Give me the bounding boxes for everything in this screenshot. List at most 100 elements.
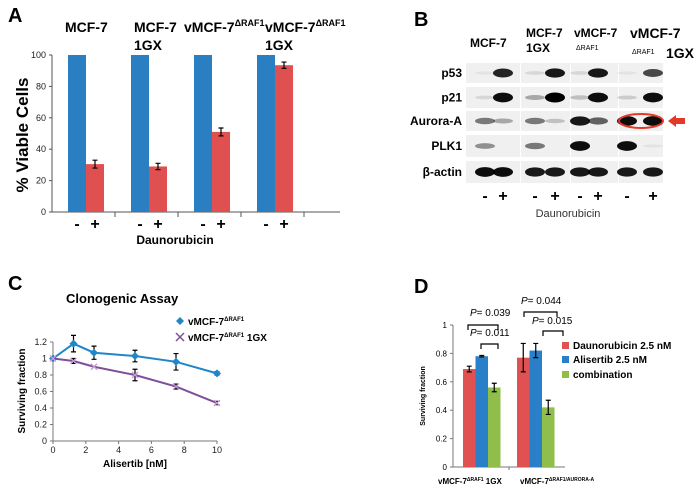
blot-header-1: MCF-7 [470,36,507,50]
bar-daunorubicin [463,369,476,467]
data-point-x [49,355,57,362]
legend-swatch-daunorubicin [562,342,569,349]
data-point-x [70,357,77,365]
treatment-sign: + [90,216,99,233]
bar-alisertib [475,356,488,467]
protein-band [617,167,637,177]
significance-bracket-4 [542,330,564,336]
data-point-diamond [131,352,139,361]
treatment-sign: - [137,216,142,233]
protein-band [570,71,590,75]
panel-label-b: B [414,9,428,31]
error-bar [545,399,551,416]
y-tick-label: 0 [42,436,47,446]
data-point-x [213,399,221,407]
blot-strip [619,87,663,108]
protein-band [588,167,608,177]
y-tick-label: 100 [31,50,46,60]
error-bar [218,127,224,137]
x-tick-label: 10 [212,445,222,455]
protein-band [525,167,545,177]
protein-band [493,118,513,124]
blot-header-3-sub: ΔRAF1 [576,45,599,52]
treatment-sign: - [200,216,205,233]
protein-band [617,71,637,75]
blot-header-4-extra: 1GX [666,45,695,61]
protein-band [493,92,513,103]
header-mcf7-1gx: MCF-7 [134,19,177,35]
treatment-sign: + [279,216,288,233]
chart-a-ylabel: % Viable Cells [13,78,32,193]
legend-x-marker [175,332,185,342]
lane-sign: - [577,188,582,205]
blot-row-label: β-actin [423,165,462,179]
data-point-x [131,371,139,379]
header-mcf7-1gx-line2: 1GX [134,37,163,53]
y-tick-label: 0.4 [34,403,47,413]
protein-band [493,167,513,177]
blot-strip [619,135,663,157]
panel-label-c: C [8,273,22,295]
header-vmcf7-raf1-1gx: vMCF-7ΔRAF1 [265,18,346,35]
y-tick-label: 1 [42,354,47,364]
error-bar [281,61,287,69]
panel-a-headers: MCF-7 MCF-7 1GX vMCF-7ΔRAF1 vMCF-7ΔRAF1 … [65,18,346,53]
protein-band [545,118,565,124]
protein-band [475,143,495,149]
bar-minus [68,55,86,212]
protein-band [475,71,495,75]
chart-a-xlabel: Daunorubicin [136,233,213,247]
protein-band [475,167,495,177]
y-tick-label: 0.8 [436,349,448,358]
protein-band [643,92,663,103]
blot-headers: MCF-7 MCF-7 1GX vMCF-7 ΔRAF1 vMCF-7 ΔRAF… [470,25,695,61]
protein-band [545,92,565,103]
chart-c-title: Clonogenic Assay [66,291,179,306]
protein-band [570,167,590,177]
data-point-diamond [213,369,221,378]
y-tick-label: 20 [36,176,46,186]
lane-sign: + [498,188,507,205]
error-bar [92,159,98,169]
pvalue-2: P= 0.011 [470,328,510,339]
error-bar [479,354,485,358]
treatment-sign: + [216,216,225,233]
blot-strip [619,111,663,131]
blot-row-label: Aurora-A [410,114,462,128]
blot-treatment-label: Daunorubicin [536,208,601,220]
error-bar [533,342,539,359]
bar-combination [488,387,501,467]
y-tick-label: 0 [443,463,448,472]
blot-strip [619,161,663,183]
lane-sign: - [532,188,537,205]
treatment-sign: + [153,216,162,233]
protein-band [475,95,495,100]
protein-band [525,71,545,75]
y-tick-label: 1.2 [34,337,47,347]
y-tick-label: 0 [41,207,46,217]
panel-label-d: D [414,276,428,298]
data-point-diamond [172,357,180,366]
chart-d-annotations: P= 0.039 P= 0.011 P= 0.044 P= 0.015 [467,296,573,349]
x-tick-label: 0 [50,445,55,455]
protein-band [643,144,663,148]
bar-combination [542,407,555,467]
y-tick-label: 0.4 [436,406,448,415]
data-point-x [172,383,180,391]
legend-label-combination: combination [573,370,632,381]
y-tick-label: 80 [36,81,46,91]
bar-minus [131,55,149,212]
lane-sign: + [648,188,657,205]
protein-band [493,68,513,78]
y-tick-label: 0.6 [436,378,448,387]
protein-band [643,167,663,177]
blot-header-4-sub: ΔRAF1 [632,49,655,56]
protein-band [588,117,608,125]
data-point-diamond [90,348,98,357]
protein-band [588,68,608,78]
error-bar [520,342,526,373]
blot-strip [571,135,618,157]
